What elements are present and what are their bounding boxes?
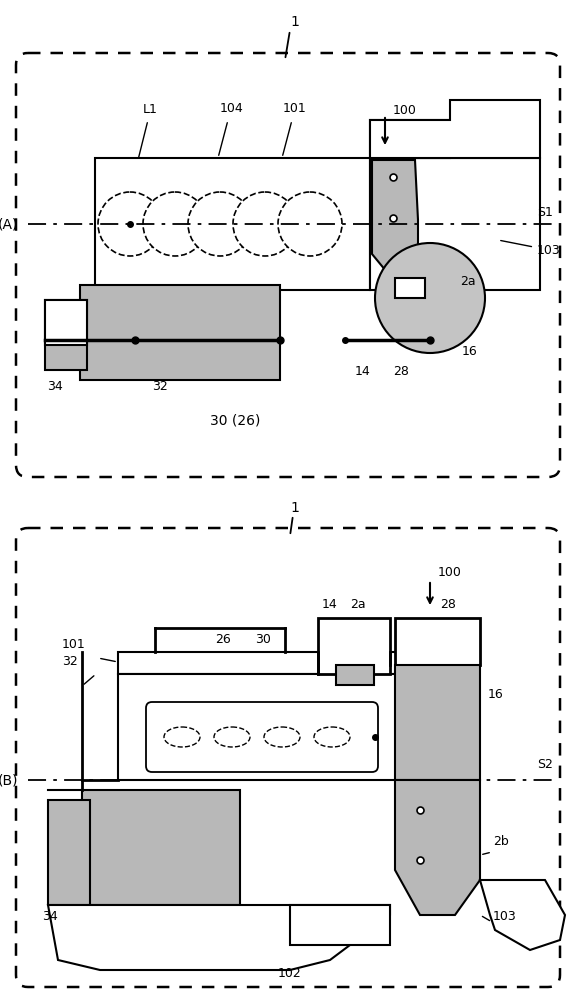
Circle shape	[188, 192, 252, 256]
FancyBboxPatch shape	[16, 53, 560, 477]
Text: 14: 14	[322, 598, 338, 611]
Text: S2: S2	[537, 758, 553, 771]
Bar	[45, 300, 87, 370]
Polygon shape	[480, 880, 565, 950]
Bar	[336, 665, 374, 685]
Bar	[118, 652, 420, 674]
Bar	[318, 618, 390, 674]
Text: 101: 101	[62, 638, 86, 651]
Circle shape	[98, 192, 162, 256]
Text: 103: 103	[493, 910, 517, 923]
Text: 104: 104	[220, 102, 244, 115]
Text: 2b: 2b	[493, 835, 509, 848]
Bar	[118, 674, 420, 780]
Ellipse shape	[164, 727, 200, 747]
Bar	[80, 285, 280, 380]
Text: 34: 34	[47, 380, 63, 393]
Polygon shape	[372, 160, 418, 288]
Circle shape	[143, 192, 207, 256]
Bar	[95, 158, 370, 290]
Polygon shape	[48, 905, 390, 970]
Text: 1: 1	[291, 15, 299, 29]
Bar	[82, 790, 240, 905]
Text: 14: 14	[355, 365, 371, 378]
Text: 28: 28	[440, 598, 456, 611]
Bar	[290, 905, 390, 945]
Text: 100: 100	[393, 104, 417, 116]
Text: 100: 100	[438, 566, 462, 579]
Polygon shape	[370, 100, 540, 158]
Text: 32: 32	[152, 380, 168, 393]
Bar	[370, 120, 450, 158]
Text: 103: 103	[501, 241, 561, 256]
Text: (A): (A)	[0, 217, 18, 231]
Text: 32: 32	[62, 655, 78, 668]
Ellipse shape	[264, 727, 300, 747]
Text: (B): (B)	[0, 773, 18, 787]
Polygon shape	[395, 780, 480, 915]
Circle shape	[278, 192, 342, 256]
Text: 1: 1	[291, 501, 299, 515]
Text: L1: L1	[143, 103, 158, 116]
Text: 30: 30	[255, 633, 271, 646]
Text: 26: 26	[215, 633, 231, 646]
Text: 102: 102	[278, 967, 302, 980]
Bar	[370, 158, 540, 290]
Ellipse shape	[314, 727, 350, 747]
Text: 34: 34	[42, 910, 58, 923]
FancyBboxPatch shape	[146, 702, 378, 772]
Text: 16: 16	[462, 345, 478, 358]
Text: 16: 16	[488, 688, 504, 701]
Bar	[395, 278, 425, 298]
Ellipse shape	[214, 727, 250, 747]
Bar	[48, 800, 90, 905]
Text: 2a: 2a	[460, 275, 476, 288]
Bar	[45, 300, 87, 345]
Circle shape	[375, 243, 485, 353]
Bar	[395, 618, 480, 665]
Text: 30 (26): 30 (26)	[210, 414, 260, 428]
Text: 101: 101	[283, 102, 307, 115]
Text: S1: S1	[537, 206, 553, 219]
Circle shape	[233, 192, 297, 256]
Bar	[395, 665, 480, 780]
FancyBboxPatch shape	[16, 528, 560, 987]
Text: 28: 28	[393, 365, 409, 378]
Text: 2a: 2a	[350, 598, 365, 611]
